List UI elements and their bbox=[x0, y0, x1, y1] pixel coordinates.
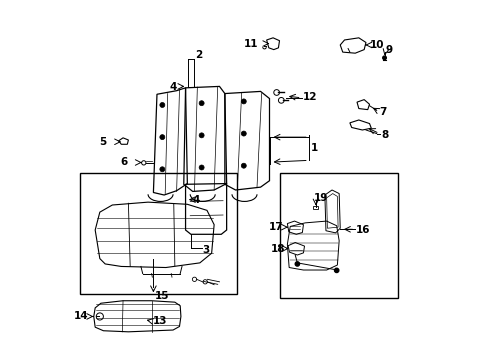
Text: 13: 13 bbox=[152, 316, 166, 326]
Bar bbox=[313, 206, 318, 208]
Circle shape bbox=[295, 262, 299, 266]
Text: 2: 2 bbox=[195, 50, 202, 60]
Text: 4: 4 bbox=[169, 82, 177, 92]
Text: 1: 1 bbox=[310, 143, 317, 153]
Text: 18: 18 bbox=[270, 244, 285, 253]
Circle shape bbox=[241, 131, 246, 136]
Text: 5: 5 bbox=[99, 138, 106, 148]
Circle shape bbox=[199, 165, 203, 170]
Circle shape bbox=[241, 99, 246, 104]
Circle shape bbox=[160, 103, 164, 108]
Circle shape bbox=[160, 135, 164, 140]
Bar bbox=[280, 173, 397, 298]
Circle shape bbox=[334, 268, 338, 273]
Text: 7: 7 bbox=[379, 107, 386, 117]
Circle shape bbox=[199, 101, 203, 106]
Circle shape bbox=[241, 163, 246, 168]
Text: 19: 19 bbox=[313, 193, 328, 203]
Text: 4: 4 bbox=[192, 195, 200, 204]
Text: 3: 3 bbox=[203, 245, 209, 255]
Circle shape bbox=[382, 56, 386, 60]
Text: 12: 12 bbox=[302, 92, 316, 102]
Text: 15: 15 bbox=[155, 291, 169, 301]
Text: 6: 6 bbox=[120, 157, 127, 167]
Text: 8: 8 bbox=[380, 130, 387, 140]
Text: 17: 17 bbox=[268, 222, 283, 232]
Text: 9: 9 bbox=[385, 45, 392, 55]
Text: 16: 16 bbox=[356, 225, 370, 235]
Text: 10: 10 bbox=[369, 40, 383, 50]
Circle shape bbox=[160, 167, 164, 172]
Bar bbox=[80, 173, 237, 294]
Circle shape bbox=[199, 133, 203, 138]
Text: 11: 11 bbox=[244, 39, 258, 49]
Text: 14: 14 bbox=[74, 311, 88, 321]
